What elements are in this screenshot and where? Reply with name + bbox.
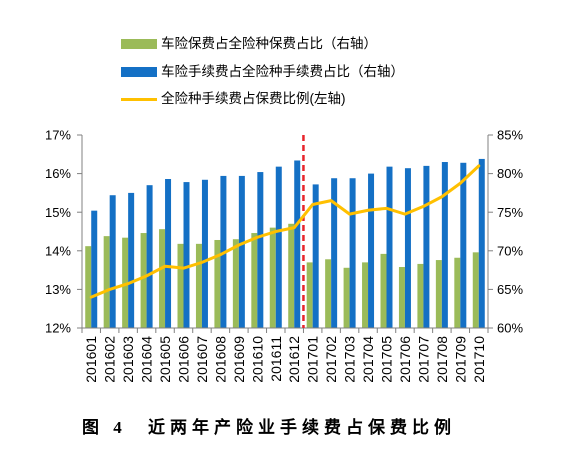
auto-commission-share-bar-201701	[312, 184, 319, 328]
x-tick-label: 201704	[360, 336, 376, 383]
auto-commission-share-bar-201605	[165, 179, 172, 328]
right-y-tick-label: 85%	[497, 128, 523, 143]
auto-commission-share-bar-201602	[109, 195, 116, 328]
auto-premium-share-bar-201609	[232, 239, 239, 328]
legend-item-auto-premium-share: 车险保费占全险种保费占比（右轴）	[121, 31, 441, 57]
x-tick-label: 201607	[194, 336, 210, 383]
legend-label-commission-to-premium-ratio: 全险种手续费占保费比例(左轴)	[161, 91, 346, 106]
x-tick-label: 201708	[434, 336, 450, 383]
x-tick-label: 201706	[397, 336, 413, 383]
right-y-tick-label: 65%	[497, 282, 523, 297]
auto-commission-share-bar-201603	[128, 192, 135, 328]
legend-label-auto-commission-share: 车险手续费占全险种手续费占比（右轴）	[161, 64, 404, 79]
legend-item-commission-to-premium-ratio: 全险种手续费占保费比例(左轴)	[121, 86, 441, 112]
figure-caption: 图 4 近两年产险业手续费占保费比例	[0, 416, 575, 442]
x-tick-label: 201707	[415, 336, 431, 383]
legend: 车险保费占全险种保费占比（右轴） 车险手续费占全险种手续费占比（右轴） 全险种手…	[121, 31, 441, 113]
auto-premium-share-bar-201706	[398, 267, 405, 328]
auto-premium-share-bar-201708	[435, 260, 442, 328]
right-y-tick-label: 60%	[497, 321, 523, 336]
x-tick-label: 201605	[157, 336, 173, 383]
auto-premium-share-bar-201607	[195, 243, 202, 328]
commission-to-premium-ratio-line	[89, 164, 481, 299]
auto-premium-share-bar-201705	[380, 253, 387, 328]
x-tick-label: 201701	[305, 336, 321, 383]
auto-commission-share-bar-201611	[275, 166, 282, 328]
auto-premium-share-bar-201612	[288, 223, 295, 328]
x-tick-label: 201610	[249, 336, 265, 383]
legend-label-auto-premium-share: 车险保费占全险种保费占比（右轴）	[161, 36, 377, 51]
auto-commission-share-bar-201708	[441, 162, 448, 328]
right-y-tick-label: 75%	[497, 205, 523, 220]
green-bar-swatch-icon	[121, 39, 157, 49]
x-tick-label: 201609	[231, 336, 247, 383]
x-tick-label: 201702	[323, 336, 339, 383]
x-tick-label: 201611	[268, 336, 284, 382]
auto-premium-share-bar-201611	[269, 227, 276, 328]
x-tick-label: 201603	[120, 336, 136, 383]
auto-premium-share-bar-201707	[417, 263, 424, 328]
auto-premium-share-bar-201710	[472, 252, 479, 328]
legend-item-auto-commission-share: 车险手续费占全险种手续费占比（右轴）	[121, 59, 441, 85]
auto-premium-share-bar-201602	[103, 236, 110, 328]
x-tick-label: 201606	[176, 336, 192, 383]
auto-premium-share-bar-201603	[122, 237, 129, 328]
auto-commission-share-bar-201702	[331, 178, 338, 328]
x-tick-label: 201710	[471, 336, 487, 383]
left-y-tick-label: 17%	[45, 128, 71, 143]
auto-commission-share-bar-201601	[91, 210, 98, 328]
auto-premium-share-bar-201601	[85, 246, 92, 328]
figure-number: 图 4	[82, 418, 127, 437]
right-y-tick-label: 70%	[497, 243, 523, 258]
x-tick-label: 201604	[139, 336, 155, 383]
auto-premium-share-bar-201709	[454, 257, 461, 328]
x-tick-label: 201705	[379, 336, 395, 383]
auto-premium-share-bar-201703	[343, 267, 350, 328]
auto-premium-share-bar-201701	[306, 262, 313, 328]
figure-title: 近两年产险业手续费占保费比例	[148, 418, 456, 437]
auto-premium-share-bar-201610	[251, 233, 258, 328]
auto-commission-share-bar-201609	[238, 175, 245, 328]
auto-commission-share-bar-201704	[368, 173, 375, 328]
auto-premium-share-bar-201702	[325, 259, 332, 328]
x-tick-label: 201608	[212, 336, 228, 383]
auto-commission-share-bar-201709	[460, 162, 467, 328]
left-y-tick-label: 14%	[45, 243, 71, 258]
auto-commission-share-bar-201710	[478, 158, 485, 328]
left-y-tick-label: 12%	[45, 321, 71, 336]
yellow-line-swatch-icon	[121, 97, 157, 101]
x-tick-label: 201601	[83, 336, 99, 383]
auto-commission-share-bar-201612	[294, 160, 301, 328]
auto-commission-share-bar-201606	[183, 182, 190, 328]
auto-commission-share-bar-201707	[423, 165, 430, 328]
auto-commission-share-bar-201604	[146, 185, 153, 328]
x-tick-label: 201612	[286, 336, 302, 383]
x-tick-label: 201709	[452, 336, 468, 383]
left-y-tick-label: 15%	[45, 205, 71, 220]
left-y-tick-label: 13%	[45, 282, 71, 297]
auto-premium-share-bar-201605	[159, 229, 166, 328]
auto-commission-share-bar-201706	[404, 168, 411, 328]
right-y-tick-label: 80%	[497, 166, 523, 181]
auto-premium-share-bar-201608	[214, 239, 221, 328]
left-y-tick-label: 16%	[45, 166, 71, 181]
auto-commission-share-bar-201703	[349, 178, 356, 328]
auto-premium-share-bar-201606	[177, 243, 184, 328]
auto-commission-share-bar-201610	[257, 172, 264, 328]
x-tick-label: 201602	[102, 336, 118, 383]
auto-commission-share-bar-201705	[386, 166, 393, 328]
auto-premium-share-bar-201704	[362, 262, 369, 328]
blue-bar-swatch-icon	[121, 67, 157, 77]
auto-commission-share-bar-201607	[201, 179, 208, 328]
x-tick-label: 201703	[342, 336, 358, 383]
auto-premium-share-bar-201604	[140, 233, 147, 328]
